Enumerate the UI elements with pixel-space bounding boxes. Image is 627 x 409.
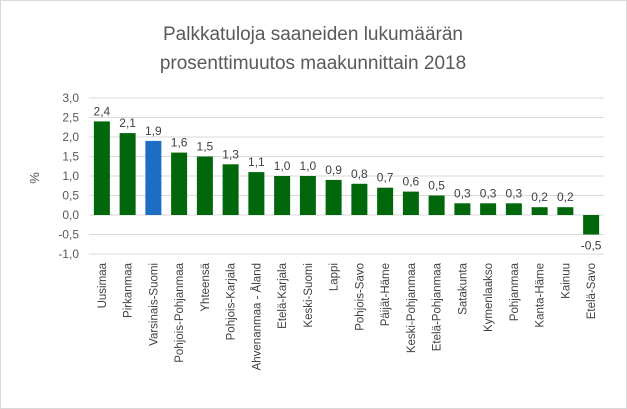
bar <box>351 183 368 215</box>
category-label: Pohjois-Pohjanmaa <box>174 262 186 362</box>
category-label: Varsinais-Suomi <box>148 263 160 346</box>
data-label: 1,0 <box>274 159 291 173</box>
bar <box>454 203 471 215</box>
category-label: Etelä-Savo <box>586 263 598 319</box>
category-label: Yhteensä <box>200 262 212 311</box>
y-tick-label: -0,5 <box>58 228 79 242</box>
category-label: Satakunta <box>457 262 469 314</box>
category-label: Lappi <box>329 263 341 291</box>
category-label: Pohjois-Karjala <box>226 262 238 340</box>
data-label: 0,8 <box>351 167 368 181</box>
category-label: Kymenlaakso <box>483 263 495 332</box>
y-tick-label: 3,0 <box>62 91 79 105</box>
category-label: Kanta-Häme <box>535 263 547 328</box>
bar <box>93 121 110 215</box>
bar <box>196 156 213 215</box>
y-tick-label: -1,0 <box>58 247 79 261</box>
bar <box>557 207 574 215</box>
category-label: Keski-Suomi <box>303 263 315 328</box>
category-label: Pohjanmaa <box>509 262 521 321</box>
data-label: 1,3 <box>222 147 239 161</box>
data-label: -0,5 <box>581 239 602 253</box>
data-label: 1,9 <box>145 124 162 138</box>
bar <box>505 203 522 215</box>
category-label: Keski-Pohjanmaa <box>406 262 418 353</box>
y-axis-ticks: 3,0 2,5 2,0 1,5 1,0 0,5 0,0 -0,5 -1,0 <box>58 91 79 261</box>
data-labels: 2,4 2,1 1,9 1,6 1,5 1,3 1,1 1,0 1,0 0,9 0,8 0,7 0,6 0… <box>94 104 602 252</box>
y-tick-label: 0,5 <box>62 189 79 203</box>
y-tick-label: 2,5 <box>62 111 79 125</box>
category-label: Pohjois-Savo <box>354 263 366 331</box>
bar <box>248 172 265 215</box>
bar <box>377 187 394 215</box>
gridlines <box>89 97 604 255</box>
data-label: 2,1 <box>119 116 136 130</box>
category-label: Etelä-Pohjanmaa <box>432 262 444 351</box>
category-label: Pirkanmaa <box>123 262 135 318</box>
bar <box>325 179 342 215</box>
data-label: 0,3 <box>506 186 523 200</box>
category-label: Ahvenanmaa - Åland <box>250 263 263 370</box>
bar <box>145 140 162 215</box>
y-tick-label: 1,0 <box>62 169 79 183</box>
y-tick-label: 1,5 <box>62 150 79 164</box>
bar <box>583 215 600 235</box>
category-label: Kainuu <box>560 263 572 299</box>
data-label: 0,3 <box>454 186 471 200</box>
data-label: 1,0 <box>300 159 317 173</box>
category-label: Uusimaa <box>97 262 109 308</box>
data-label: 0,5 <box>428 179 445 193</box>
data-label: 2,4 <box>94 104 111 118</box>
data-label: 0,3 <box>480 186 497 200</box>
bar <box>119 133 136 215</box>
bars <box>93 121 600 235</box>
data-label: 0,6 <box>403 175 420 189</box>
bar <box>402 191 419 215</box>
data-label: 0,9 <box>325 163 342 177</box>
bar <box>222 164 239 215</box>
bar <box>480 203 497 215</box>
bar <box>171 152 188 215</box>
y-tick-label: 0,0 <box>62 208 79 222</box>
category-label: Etelä-Karjala <box>277 262 289 328</box>
data-label: 1,1 <box>248 155 265 169</box>
data-label: 0,2 <box>531 190 548 204</box>
chart-title-line-2: prosenttimuutos maakunnittain 2018 <box>160 53 466 74</box>
bar <box>299 176 316 215</box>
data-label: 1,5 <box>197 140 214 154</box>
chart-title-line-1: Palkkatuloja saaneiden lukumäärän <box>163 24 463 45</box>
data-label: 0,7 <box>377 171 394 185</box>
category-labels: Uusimaa Pirkanmaa Varsinais-Suomi Pohjois-P… <box>97 262 598 370</box>
category-label: Päijät-Häme <box>380 263 392 326</box>
bar <box>428 195 445 215</box>
y-tick-label: 2,0 <box>62 130 79 144</box>
data-label: 1,6 <box>171 136 188 150</box>
bar <box>274 176 291 215</box>
data-label: 0,2 <box>557 190 574 204</box>
y-axis-label: % <box>27 172 42 184</box>
bar <box>531 207 548 215</box>
